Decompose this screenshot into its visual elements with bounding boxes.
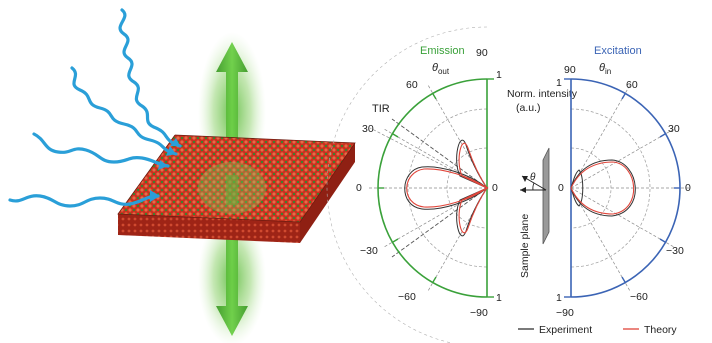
emission-angle-symbol: θ <box>432 62 438 74</box>
emission-tick-0: 0 <box>356 182 362 194</box>
tir-label: TIR <box>372 103 390 115</box>
light-wave-3 <box>32 132 170 168</box>
emission-radial-top: 1 <box>496 69 502 81</box>
legend: Experiment Theory <box>518 324 677 336</box>
emission-tick-neg30: −30 <box>360 245 378 257</box>
sample-plane-diagram: θ Sample plane <box>519 147 550 278</box>
light-arrowheads <box>150 138 180 202</box>
intensity-axis-label: Norm. intensity (a.u.) <box>507 88 578 114</box>
excitation-theory-curve <box>570 161 635 215</box>
excitation-tick-0: 0 <box>685 182 691 194</box>
excitation-experiment-curve <box>570 159 636 217</box>
excitation-plot: Excitation θin 90 60 30 0 −30 −60 −90 1 … <box>556 45 691 319</box>
emission-title: Emission <box>420 45 465 57</box>
light-wave-1 <box>118 8 182 148</box>
excitation-radial-top: 1 <box>556 77 562 89</box>
emission-tick-neg90: −90 <box>470 307 488 319</box>
intensity-label-line2: (a.u.) <box>516 102 541 114</box>
excitation-tick-neg90: −90 <box>556 307 574 319</box>
legend-experiment-label: Experiment <box>539 324 592 336</box>
excitation-tick-30: 30 <box>668 123 680 135</box>
emission-radial-bottom: 1 <box>496 292 502 304</box>
emission-angle-subscript: out <box>438 67 450 76</box>
emission-radial-zero: 0 <box>492 182 498 194</box>
legend-theory-label: Theory <box>644 324 677 336</box>
emission-theory-curve <box>406 142 489 234</box>
emission-arrow-up <box>216 42 248 170</box>
excitation-tick-neg60: −60 <box>630 291 648 303</box>
excitation-tick-60: 60 <box>626 79 638 91</box>
excitation-angle-symbol: θ <box>599 62 605 74</box>
crystal-right-face <box>300 143 355 243</box>
sample-plane-label: Sample plane <box>519 214 531 278</box>
excitation-tick-90: 90 <box>564 64 576 76</box>
emission-angle-label: θout <box>432 62 450 76</box>
emission-tick-30: 30 <box>362 123 374 135</box>
crystal-illustration <box>8 8 356 343</box>
excitation-grid-r1 <box>570 108 651 268</box>
crystal-front-face <box>118 214 300 243</box>
sample-plane-theta: θ <box>530 172 536 183</box>
light-wave-4 <box>8 194 160 208</box>
emission-tick-neg60: −60 <box>398 291 416 303</box>
excitation-title: Excitation <box>594 45 642 57</box>
light-wave-2 <box>70 66 178 156</box>
excitation-angle-label: θin <box>599 62 611 76</box>
excitation-tick-neg30: −30 <box>666 245 684 257</box>
excitation-radial-zero: 0 <box>558 182 564 194</box>
emission-tick-90: 90 <box>476 47 488 59</box>
emission-grid-r1 <box>407 108 488 268</box>
emission-plot: Emission θout TIR 90 60 30 0 −30 −60 −90… <box>326 26 502 343</box>
tir-line <box>391 118 488 189</box>
excitation-angle-subscript: in <box>605 67 611 76</box>
emission-tick-60: 60 <box>406 79 418 91</box>
intensity-label-line1: Norm. intensity <box>507 88 578 100</box>
incoming-light-waves <box>8 8 182 208</box>
sample-plane-shape <box>542 147 550 245</box>
excitation-radial-bottom: 1 <box>556 292 562 304</box>
emission-arrow-down <box>216 230 248 336</box>
